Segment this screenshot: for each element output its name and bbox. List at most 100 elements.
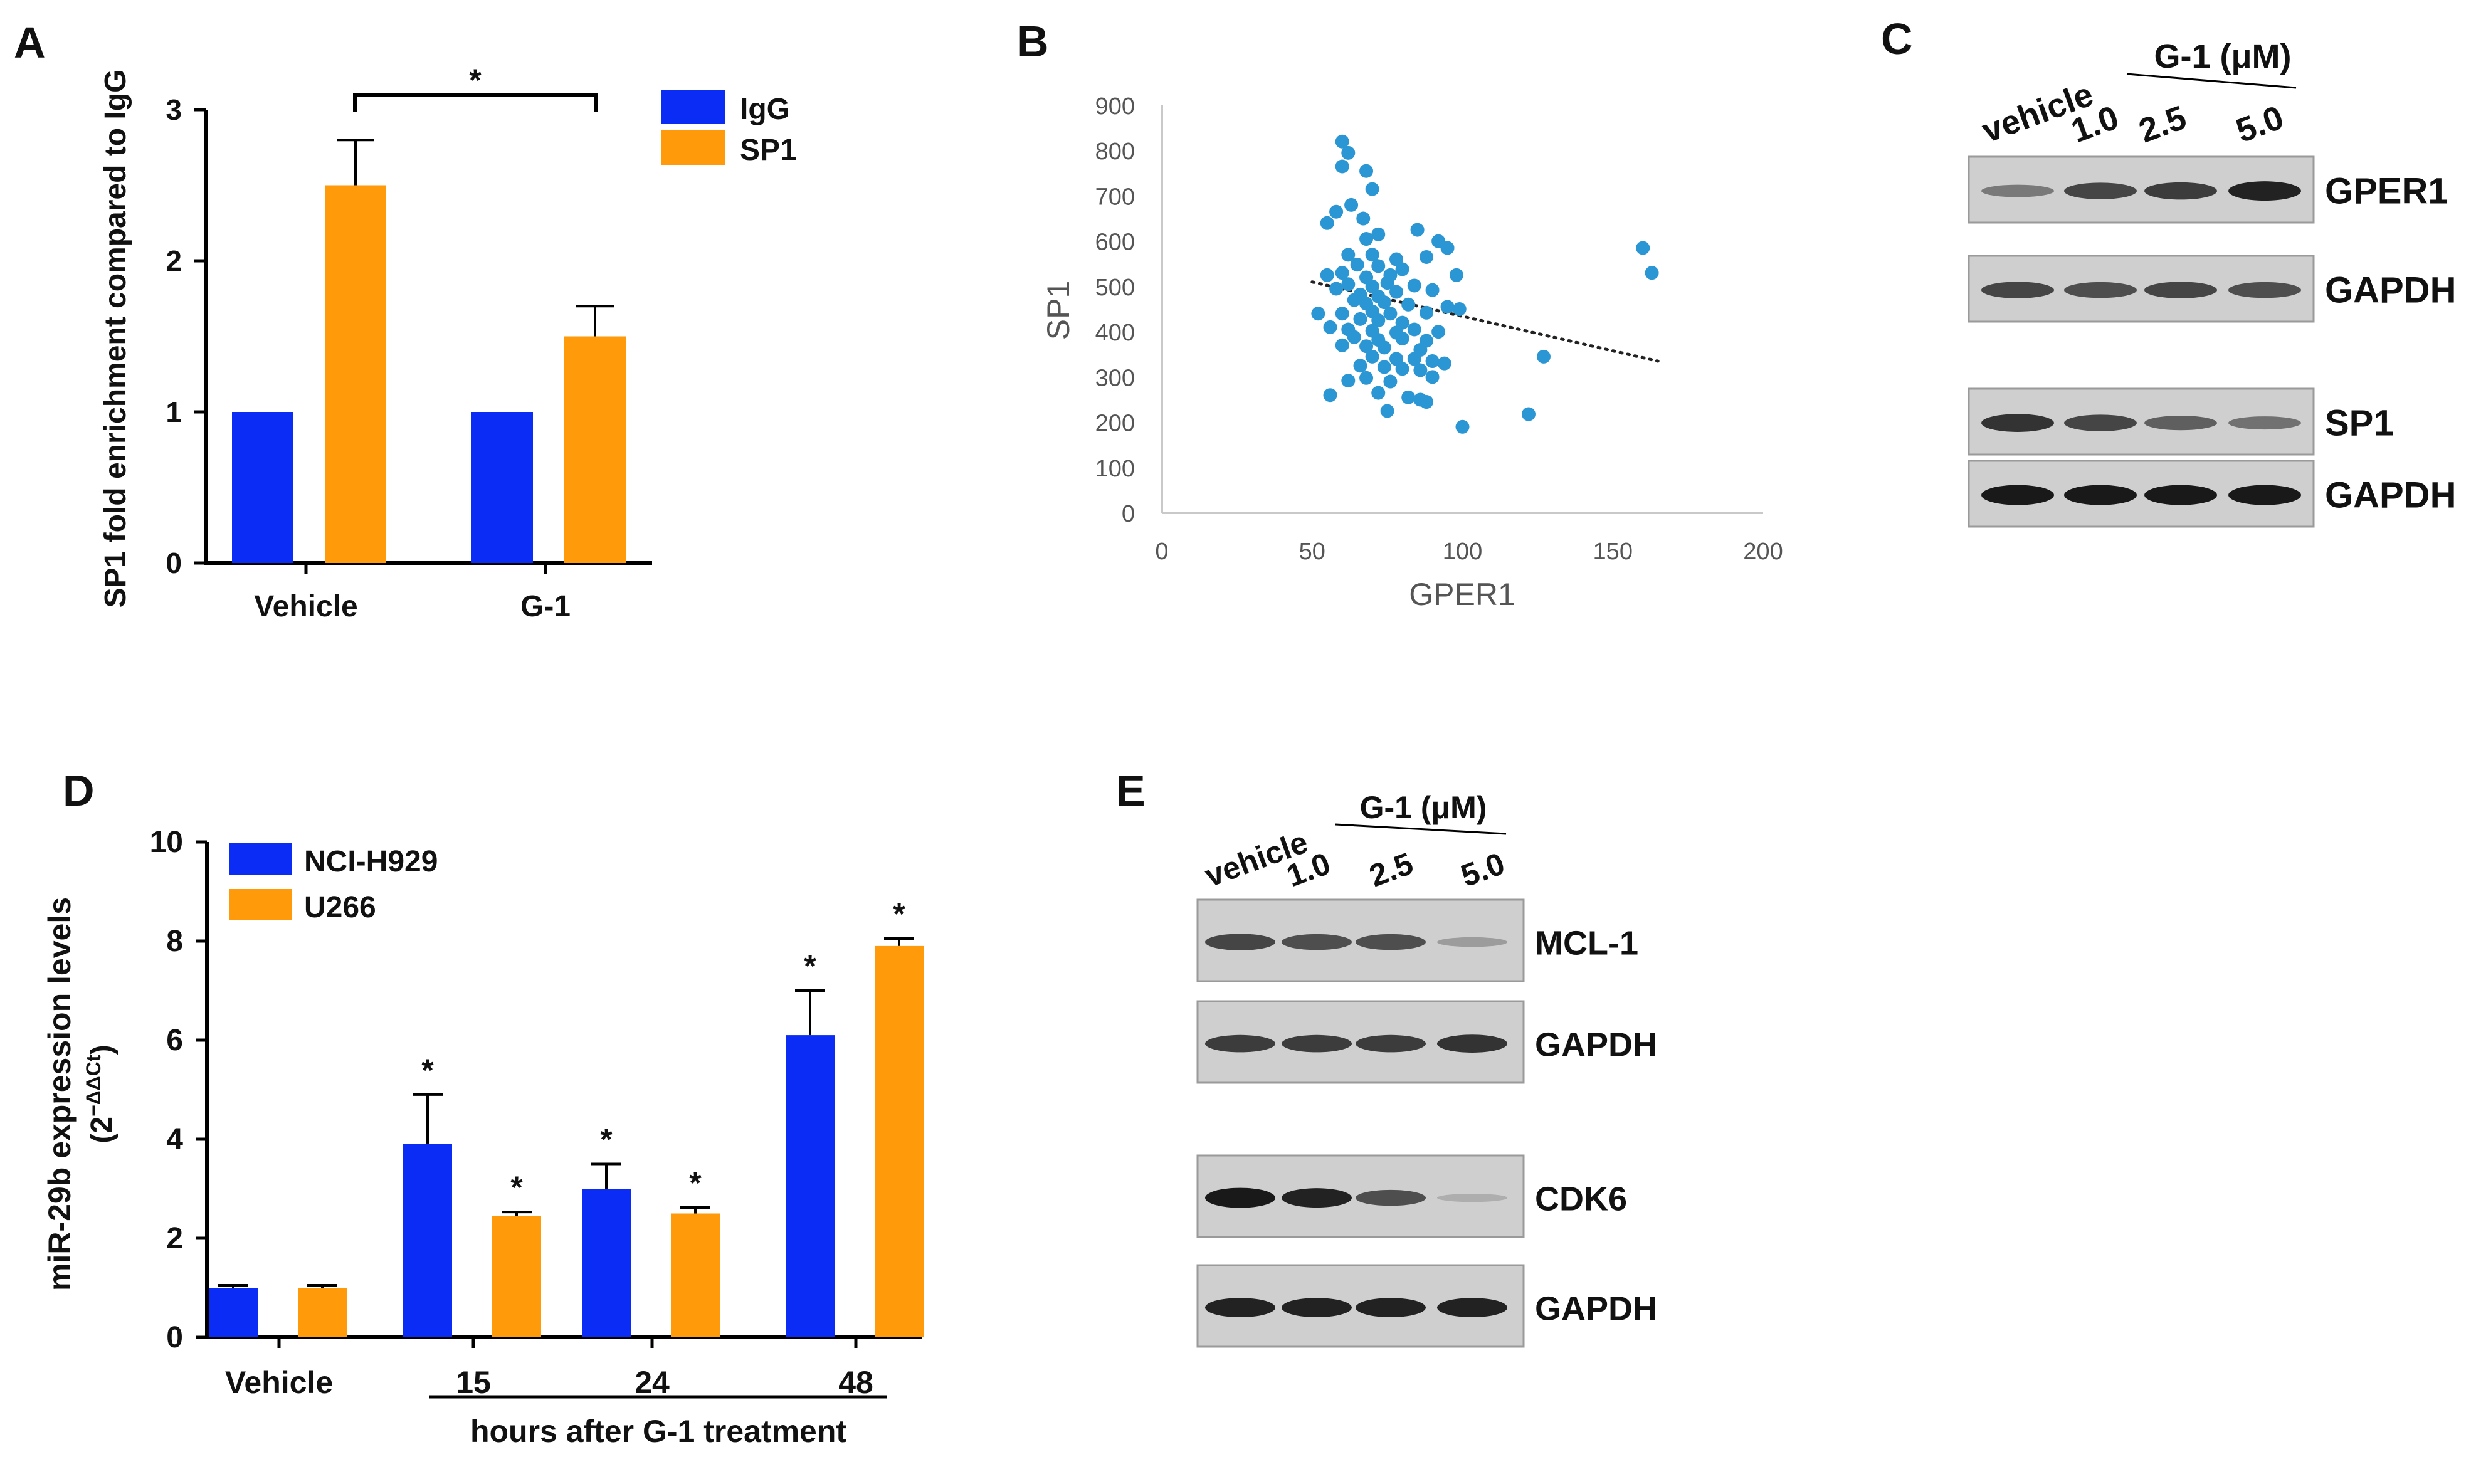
- d-bar-nci-h929-24: [582, 1189, 631, 1337]
- d-bar-u266-15: [492, 1216, 541, 1337]
- b-scatter-point: [1419, 395, 1433, 409]
- b-scatter-point: [1413, 363, 1428, 377]
- e-blot-label: CDK6: [1535, 1181, 1627, 1218]
- b-x-axis-label: GPER1: [1409, 577, 1515, 612]
- b-scatter-point: [1365, 349, 1379, 364]
- a-x-tick-label: G-1: [520, 590, 571, 623]
- a-y-tick-label: 1: [166, 396, 182, 428]
- c-blot-band: [2228, 416, 2301, 430]
- b-scatter-point: [1335, 266, 1349, 280]
- b-scatter-point: [1440, 241, 1455, 255]
- e-blot-mcl-1: MCL-1: [1196, 898, 1638, 982]
- e-blot-band: [1356, 934, 1426, 950]
- c-lane-label: 5.0: [2231, 98, 2289, 150]
- b-scatter-point: [1425, 370, 1440, 384]
- b-scatter-point: [1440, 300, 1455, 314]
- d-y-tick-label: 8: [166, 925, 183, 958]
- a-significance-bracket: [353, 93, 598, 112]
- b-scatter-point: [1341, 374, 1356, 388]
- e-blot-band: [1437, 1034, 1507, 1053]
- d-bar-u266-24: [671, 1213, 720, 1337]
- b-scatter-point: [1419, 305, 1433, 320]
- b-scatter-point: [1344, 197, 1359, 212]
- d-y-tick-label: 6: [166, 1024, 183, 1057]
- b-scatter-point: [1407, 352, 1421, 366]
- a-y-tick-label: 3: [166, 93, 182, 126]
- b-scatter-point: [1407, 278, 1421, 293]
- b-scatter-point: [1380, 276, 1394, 290]
- e-blot-label: MCL-1: [1535, 925, 1638, 962]
- b-scatter-point: [1410, 223, 1425, 237]
- b-y-tick-label: 0: [1122, 501, 1135, 527]
- c-blot-gapdh: GAPDH: [1968, 460, 2456, 528]
- b-scatter-point: [1377, 360, 1391, 374]
- c-blot-band: [2228, 282, 2301, 298]
- d-y-tick-label: 10: [150, 826, 183, 859]
- a-y-tick-label: 2: [166, 245, 182, 277]
- b-y-tick-label: 600: [1095, 229, 1135, 256]
- a-bar-sp1-vehicle: [325, 185, 386, 563]
- d-bar-nci-h929-48: [786, 1035, 835, 1337]
- b-y-tick-label: 900: [1095, 93, 1135, 120]
- c-blot-band: [2144, 416, 2217, 431]
- b-scatter-point: [1320, 268, 1334, 282]
- a-significance-star: *: [469, 63, 482, 98]
- b-scatter-point: [1347, 330, 1361, 344]
- b-y-tick-label: 200: [1095, 411, 1135, 437]
- a-legend-swatch-sp1: [661, 130, 725, 165]
- d-y-tick-label: 2: [166, 1222, 183, 1255]
- b-scatter-point: [1377, 340, 1391, 355]
- d-group-label: hours after G-1 treatment: [470, 1414, 846, 1449]
- d-significance-star: *: [600, 1122, 613, 1157]
- a-bar-sp1-g-1: [564, 336, 626, 563]
- e-blot-cdk6: CDK6: [1196, 1154, 1627, 1238]
- c-blot-gper1: GPER1: [1968, 155, 2448, 224]
- b-scatter-point: [1449, 268, 1463, 282]
- d-legend-label-nci: NCI-H929: [304, 845, 438, 878]
- a-bar-igg-vehicle: [232, 412, 293, 563]
- b-y-tick-label: 500: [1095, 275, 1135, 301]
- c-blot-label: GAPDH: [2325, 270, 2456, 311]
- d-x-tick-label: 24: [635, 1365, 670, 1400]
- b-scatter-point: [1311, 307, 1325, 321]
- b-scatter-point: [1401, 297, 1416, 312]
- panel-a-bar-chart: 0 1 2 3 Vehicle G-1 SP1 fold enrichment comp…: [99, 63, 797, 623]
- d-bar-u266-vehicle: [298, 1288, 347, 1337]
- e-header-group: G-1 (μM): [1360, 790, 1487, 825]
- c-blot-gapdh: GAPDH: [1968, 255, 2456, 323]
- d-x-tick-label: Vehicle: [225, 1365, 333, 1400]
- e-blot-band: [1356, 1189, 1426, 1206]
- panel-label-d: D: [63, 766, 95, 815]
- c-lane-label: 2.5: [2134, 98, 2191, 150]
- b-scatter-point: [1521, 407, 1536, 421]
- c-blot-band: [1981, 282, 2054, 298]
- b-scatter-point: [1389, 285, 1404, 299]
- d-significance-star: *: [689, 1166, 702, 1201]
- d-x-tick-label: 15: [456, 1365, 491, 1400]
- b-x-tick-label: 0: [1155, 539, 1168, 565]
- c-blot-band: [2228, 181, 2301, 201]
- b-scatter-point: [1329, 204, 1344, 219]
- b-scatter-point: [1365, 248, 1379, 262]
- c-header-underline: [2126, 73, 2297, 89]
- b-scatter-point: [1455, 419, 1470, 434]
- c-blot-label: SP1: [2325, 403, 2394, 444]
- a-y-axis-label: SP1 fold enrichment compared to IgG: [99, 70, 132, 608]
- c-blot-band: [2064, 182, 2137, 199]
- b-scatter-point: [1365, 279, 1379, 293]
- b-scatter-point: [1359, 339, 1374, 354]
- b-scatter-point: [1359, 164, 1374, 178]
- d-legend-label-u266: U266: [304, 891, 376, 924]
- e-blot-label: GAPDH: [1535, 1026, 1657, 1064]
- d-bar-nci-h929-15: [403, 1144, 452, 1337]
- b-scatter-point: [1371, 227, 1386, 241]
- d-legend-swatch-u266: [229, 889, 292, 920]
- e-blot-band: [1205, 1298, 1275, 1318]
- b-scatter-point: [1335, 134, 1349, 149]
- c-blot-band: [1981, 485, 2054, 505]
- c-blot-band: [2144, 485, 2217, 505]
- b-scatter-point: [1452, 302, 1467, 316]
